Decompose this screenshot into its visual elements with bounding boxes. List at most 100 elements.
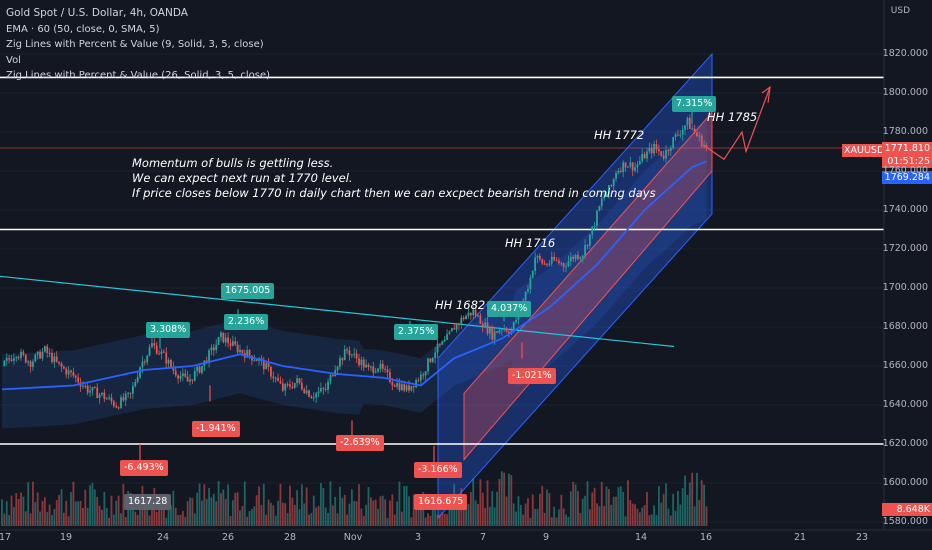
volume-bar: [246, 516, 249, 526]
volume-bar: [558, 509, 560, 526]
volume-bar: [227, 484, 229, 526]
volume-bar: [519, 504, 522, 526]
candle-body: [46, 346, 49, 353]
candle-body: [300, 383, 303, 390]
volume-bar: [70, 492, 72, 526]
volume-bar: [234, 492, 237, 526]
volume-bar: [77, 501, 80, 526]
volume-bar: [543, 512, 546, 526]
candle-body: [500, 329, 503, 331]
volume-bar: [600, 481, 603, 526]
candle-body: [472, 309, 475, 316]
time-tick-label: 21: [793, 532, 807, 543]
volume-bar: [210, 497, 213, 526]
zig-tag-value: 1617.28: [124, 494, 172, 510]
volume-bar: [341, 497, 344, 526]
candle-body: [631, 162, 634, 171]
candle-body: [617, 170, 620, 174]
volume-bar: [405, 485, 408, 526]
time-tick-label: 23: [855, 532, 869, 543]
volume-bar: [617, 487, 620, 526]
volume-bar: [165, 517, 168, 526]
candle-body: [158, 353, 160, 355]
candle-body: [184, 373, 187, 377]
candle-body: [424, 371, 427, 376]
candle-body: [105, 398, 108, 400]
candle-body: [479, 315, 482, 324]
volume-bar: [322, 487, 325, 526]
candle-body: [355, 353, 358, 359]
volume-bar: [479, 479, 482, 526]
volume-bar: [270, 502, 272, 526]
volume-bar: [370, 497, 372, 526]
ema-line: [1, 160, 707, 391]
volume-bar: [655, 515, 658, 526]
volume-bar: [265, 514, 268, 526]
volume-bar: [108, 517, 110, 526]
candle-body: [562, 263, 565, 267]
volume-bar: [34, 502, 37, 526]
candle-body: [646, 151, 648, 159]
volume-bar: [705, 506, 708, 526]
volume-bar: [22, 496, 25, 526]
candle-body: [674, 134, 677, 138]
volume-bar: [331, 505, 334, 526]
legend-title: Gold Spot / U.S. Dollar, 4h, OANDA: [6, 7, 188, 19]
volume-bar: [155, 511, 158, 526]
zig-tag-up: 4.037%: [487, 301, 532, 317]
candle-body: [60, 363, 63, 367]
volume-bar: [274, 515, 277, 526]
volume-bar: [253, 506, 256, 526]
candle-body: [553, 256, 556, 260]
candle-body: [322, 388, 325, 390]
volume-bar: [436, 514, 439, 526]
volume-bar: [367, 487, 370, 526]
volume-bar: [101, 509, 103, 526]
candle-body: [5, 358, 8, 361]
candle-body: [220, 332, 222, 337]
candle-body: [603, 196, 606, 199]
candle-body: [74, 375, 77, 378]
volume-bar: [681, 488, 684, 526]
price-tick-label: 1800.000: [882, 87, 928, 98]
volume-bar: [650, 514, 653, 526]
price-tick-label: 1740.000: [882, 204, 928, 215]
volume-bar: [189, 497, 191, 526]
zig-tag-down: -6.493%: [120, 460, 168, 476]
volume-bar: [569, 491, 572, 526]
volume-bar: [484, 507, 487, 526]
candle-body: [396, 383, 398, 387]
candle-body: [67, 370, 70, 375]
candle-body: [636, 164, 639, 168]
candle-body: [417, 380, 420, 382]
time-tick-label: 3: [414, 532, 422, 543]
volume-bar: [224, 498, 227, 526]
volume-bar: [700, 480, 703, 526]
volume-bar: [624, 516, 627, 526]
volume-bar: [229, 516, 232, 526]
volume-bar: [170, 505, 172, 526]
price-tick-label: 1700.000: [882, 282, 928, 293]
volume-bar: [139, 497, 141, 526]
volume-bar: [586, 481, 589, 526]
candle-body: [400, 384, 403, 391]
zig-tag-value: 1616.675: [414, 494, 468, 510]
price-tick-label: 1760.000: [882, 165, 928, 176]
time-tick-label: 28: [283, 532, 297, 543]
candle-body: [529, 278, 532, 289]
volume-bar: [660, 502, 663, 526]
candle-body: [446, 334, 448, 340]
candle-body: [132, 386, 134, 394]
price-tick-label: 1680.000: [882, 321, 928, 332]
candle-body: [353, 353, 356, 355]
candle-body: [624, 162, 627, 168]
candle-body: [29, 361, 32, 367]
volume-bar: [653, 505, 656, 526]
volume-bar: [517, 496, 520, 526]
volume-bar: [260, 504, 263, 526]
volume-bar: [146, 507, 149, 526]
volume-bar: [231, 500, 234, 526]
candle-body: [343, 349, 346, 361]
volume-bar: [62, 512, 65, 526]
